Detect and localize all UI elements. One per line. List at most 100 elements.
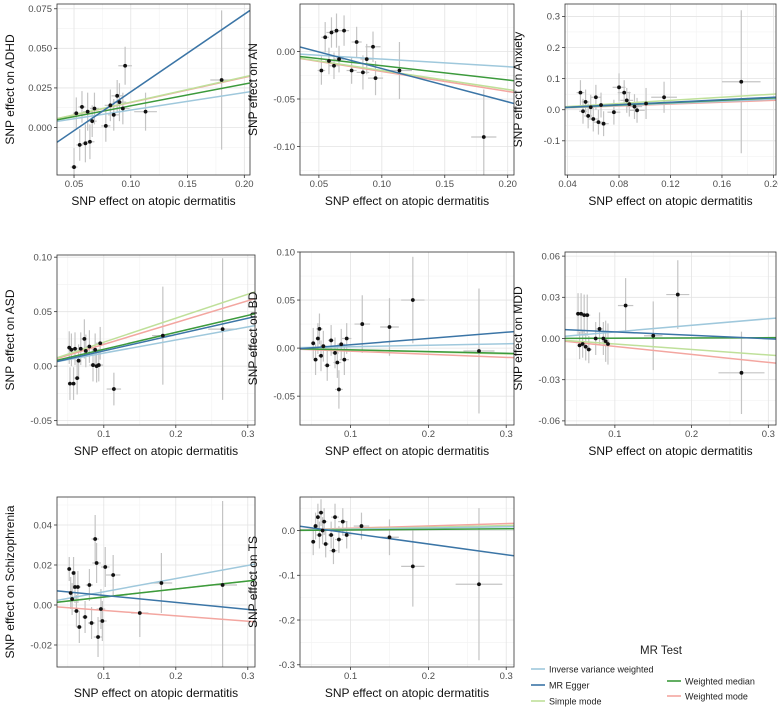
- snp-point: [739, 79, 744, 84]
- line-egger: [565, 328, 776, 340]
- legend-item-wmedian: Weighted median: [667, 677, 755, 687]
- legend-label-simple: Simple mode: [549, 697, 602, 707]
- snp-point: [596, 120, 601, 125]
- snp-point: [317, 326, 322, 331]
- snp-point: [89, 621, 94, 625]
- snp-point: [339, 342, 344, 347]
- line-ivw: [300, 342, 514, 349]
- snp-point: [75, 376, 80, 381]
- snp-point: [73, 346, 77, 351]
- panel-anxiety: 0.04 0.08 0.12 0.16 0.20 -0.1 0.0 0.1 0.2 0.3 SNP …: [511, 3, 778, 208]
- snp-point: [100, 619, 105, 623]
- data-layer: [57, 9, 250, 175]
- line-wmedian: [300, 55, 514, 82]
- tick-label-x: 0.04: [558, 179, 577, 190]
- panel-mdd: 0.1 0.2 0.3 -0.06 -0.03 0.00 0.03 0.06 SNP effec…: [511, 251, 777, 458]
- snp-point: [82, 337, 87, 341]
- snp-point: [88, 139, 92, 144]
- line-ivw: [57, 91, 250, 123]
- snp-point: [87, 344, 92, 349]
- snp-point: [583, 344, 588, 349]
- x-axis-title: SNP effect on atopic dermatitis: [74, 686, 238, 700]
- tick-label-y: -0.05: [273, 391, 295, 402]
- tick-label-x: 0.05: [310, 179, 329, 190]
- snp-point: [739, 370, 744, 375]
- snp-point: [580, 342, 585, 346]
- tick-label-x: 0.3: [241, 671, 254, 682]
- tick-label-y: 0.02: [34, 560, 53, 571]
- tick-label-y: 0.00: [34, 600, 53, 611]
- line-ivw: [565, 317, 776, 337]
- snp-point: [77, 625, 82, 629]
- legend-label-egger: MR Egger: [549, 681, 590, 691]
- snp-point: [78, 346, 83, 351]
- x-axis-title: SNP effect on atopic dermatitis: [588, 444, 752, 458]
- tick-label-x: 0.15: [436, 179, 455, 190]
- snp-point: [579, 311, 584, 316]
- snp-point: [220, 583, 225, 587]
- tick-label-x: 0.2: [169, 429, 182, 440]
- snp-point: [83, 141, 88, 146]
- snp-point: [80, 105, 84, 109]
- line-wmode: [565, 340, 776, 364]
- panels: 0.05 0.10 0.15 0.20 0.000 0.025 0.050 0.075 SNP …: [3, 3, 778, 700]
- tick-label-x: 0.1: [344, 429, 357, 440]
- tick-label-y: 0.00: [34, 361, 53, 372]
- snp-point: [83, 615, 87, 619]
- line-wmedian: [57, 313, 255, 361]
- legend-item-egger: MR Egger: [531, 681, 590, 691]
- plot-frame: [56, 254, 256, 426]
- line-wmedian: [300, 527, 514, 532]
- plot-frame: [299, 251, 515, 426]
- snp-point: [123, 63, 128, 68]
- tick-label-x: 0.12: [661, 179, 680, 190]
- snp-point: [481, 135, 486, 139]
- tick-label-y: 0.10: [34, 252, 53, 263]
- snp-point: [103, 124, 108, 128]
- tick-label-x: 0.05: [65, 179, 84, 190]
- snp-point: [360, 322, 365, 326]
- snp-point: [71, 381, 76, 386]
- snp-point: [576, 311, 580, 316]
- data-layer: [300, 13, 514, 175]
- snp-point: [120, 106, 125, 111]
- tick-label-y: 0.06: [542, 251, 561, 262]
- snp-point: [323, 542, 328, 546]
- snp-point: [582, 313, 587, 318]
- snp-point: [111, 387, 116, 391]
- snp-point: [219, 78, 224, 82]
- snp-point: [68, 591, 73, 595]
- line-ivw: [57, 324, 255, 363]
- snp-point: [321, 344, 326, 349]
- tick-label-y: 0.075: [28, 4, 52, 15]
- snp-point: [319, 68, 324, 73]
- tick-label-y: 0.00: [277, 47, 296, 58]
- snp-point: [143, 109, 148, 114]
- plot-frame: [56, 496, 256, 668]
- snp-point: [577, 343, 582, 348]
- data-layer: [57, 258, 255, 406]
- tick-label-x: 0.20: [235, 179, 254, 190]
- snp-point: [364, 57, 369, 61]
- x-axis-title: SNP effect on atopic dermatitis: [325, 194, 489, 208]
- tick-label-x: 0.20: [764, 179, 778, 190]
- plot-area: [57, 255, 255, 425]
- line-wmedian: [57, 82, 250, 121]
- tick-label-x: 0.10: [122, 179, 141, 190]
- snp-point: [342, 357, 347, 362]
- tick-label-y: 0.1: [547, 74, 560, 85]
- tick-label-x: 0.3: [762, 429, 775, 440]
- snp-point: [83, 348, 88, 353]
- snp-point: [315, 515, 320, 520]
- legend-item-wmode: Weighted mode: [667, 692, 748, 702]
- snp-point: [99, 607, 103, 611]
- legend-title: MR Test: [640, 645, 683, 657]
- snp-point: [313, 524, 318, 528]
- line-egger: [57, 315, 255, 363]
- panel-ts: 0.1 0.2 0.3 -0.3 -0.2 -0.1 0.0 SNP effect on at…: [246, 496, 515, 700]
- snp-point: [410, 298, 415, 302]
- snp-point: [96, 635, 100, 639]
- line-egger: [300, 46, 514, 105]
- snp-point: [361, 70, 365, 75]
- tick-label-y: -0.1: [279, 571, 295, 582]
